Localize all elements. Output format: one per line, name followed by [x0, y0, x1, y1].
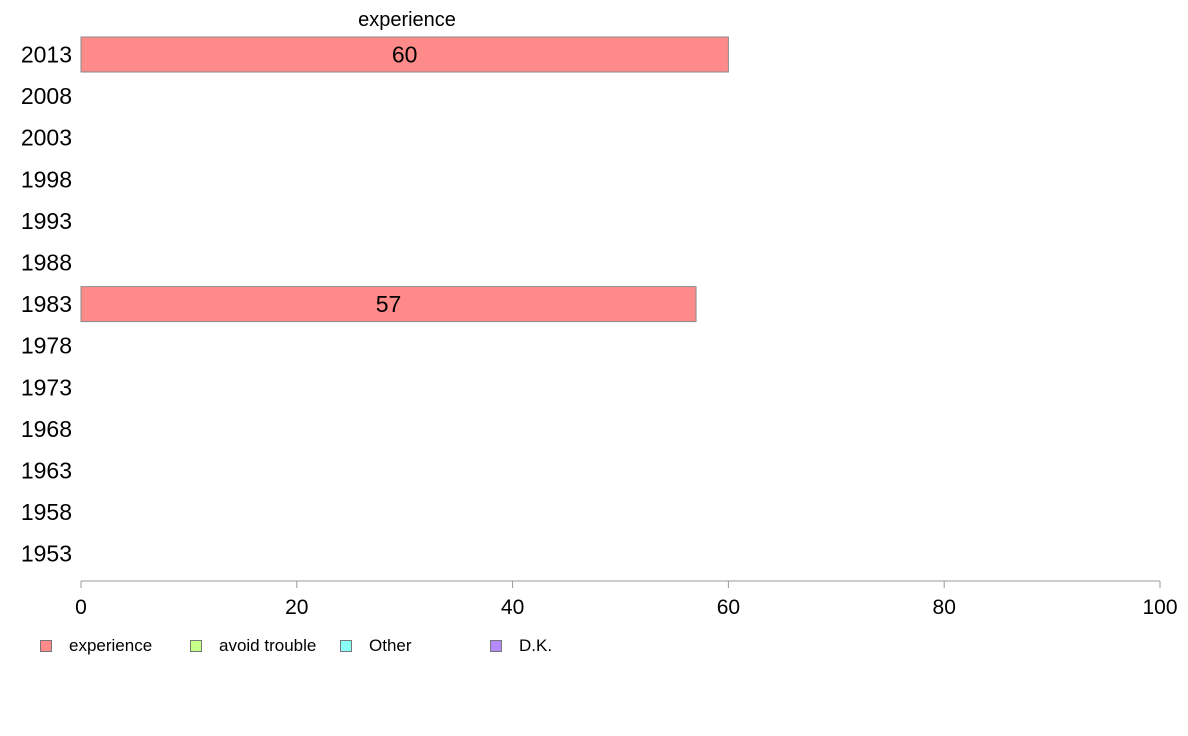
legend-label: avoid trouble [219, 636, 317, 655]
y-tick-label: 1958 [21, 499, 72, 525]
y-tick-label: 1973 [21, 374, 72, 400]
legend-swatch [340, 640, 352, 652]
y-tick-label: 1978 [21, 333, 72, 359]
x-tick-label: 60 [717, 596, 740, 619]
y-tick-label: 2013 [21, 42, 72, 68]
bar-value-label: 57 [376, 291, 402, 317]
x-axis: 0 20 40 60 80 100 [75, 580, 1178, 619]
legend-label: experience [69, 636, 153, 655]
legend-swatch [490, 640, 502, 652]
legend-item: Other [340, 636, 412, 656]
y-axis-tick-labels: 2013 2008 2003 1998 1993 1988 1983 1978 1973 1968… [21, 42, 72, 567]
bars [80, 36, 729, 323]
x-tick-label: 100 [1142, 596, 1177, 619]
y-tick-label: 1988 [21, 250, 72, 276]
x-tick-label: 40 [501, 596, 524, 619]
bar-value-labels: 60 57 [376, 42, 418, 318]
x-tick-label: 0 [75, 596, 87, 619]
bar-experience [80, 286, 697, 323]
legend-label: Other [369, 636, 412, 655]
bar-value-label: 60 [392, 42, 418, 68]
legend-swatch [40, 640, 52, 652]
legend-item: avoid trouble [190, 636, 316, 656]
legend-swatch [190, 640, 202, 652]
y-tick-label: 1963 [21, 458, 72, 484]
y-tick-label: 1983 [21, 291, 72, 317]
y-tick-label: 1998 [21, 166, 72, 192]
legend-label: D.K. [519, 636, 553, 655]
legend: experience avoid trouble Other D.K. [40, 636, 740, 656]
bar-experience [80, 36, 729, 73]
y-tick-label: 1993 [21, 208, 72, 234]
legend-item: experience [40, 636, 152, 656]
y-tick-label: 1968 [21, 416, 72, 442]
y-tick-label: 2008 [21, 83, 72, 109]
x-tick-label: 80 [933, 596, 956, 619]
y-tick-label: 2003 [21, 125, 72, 151]
legend-item: D.K. [490, 636, 552, 656]
y-tick-label: 1953 [21, 541, 72, 567]
series-column-header: experience [358, 9, 456, 31]
x-tick-label: 20 [285, 596, 308, 619]
